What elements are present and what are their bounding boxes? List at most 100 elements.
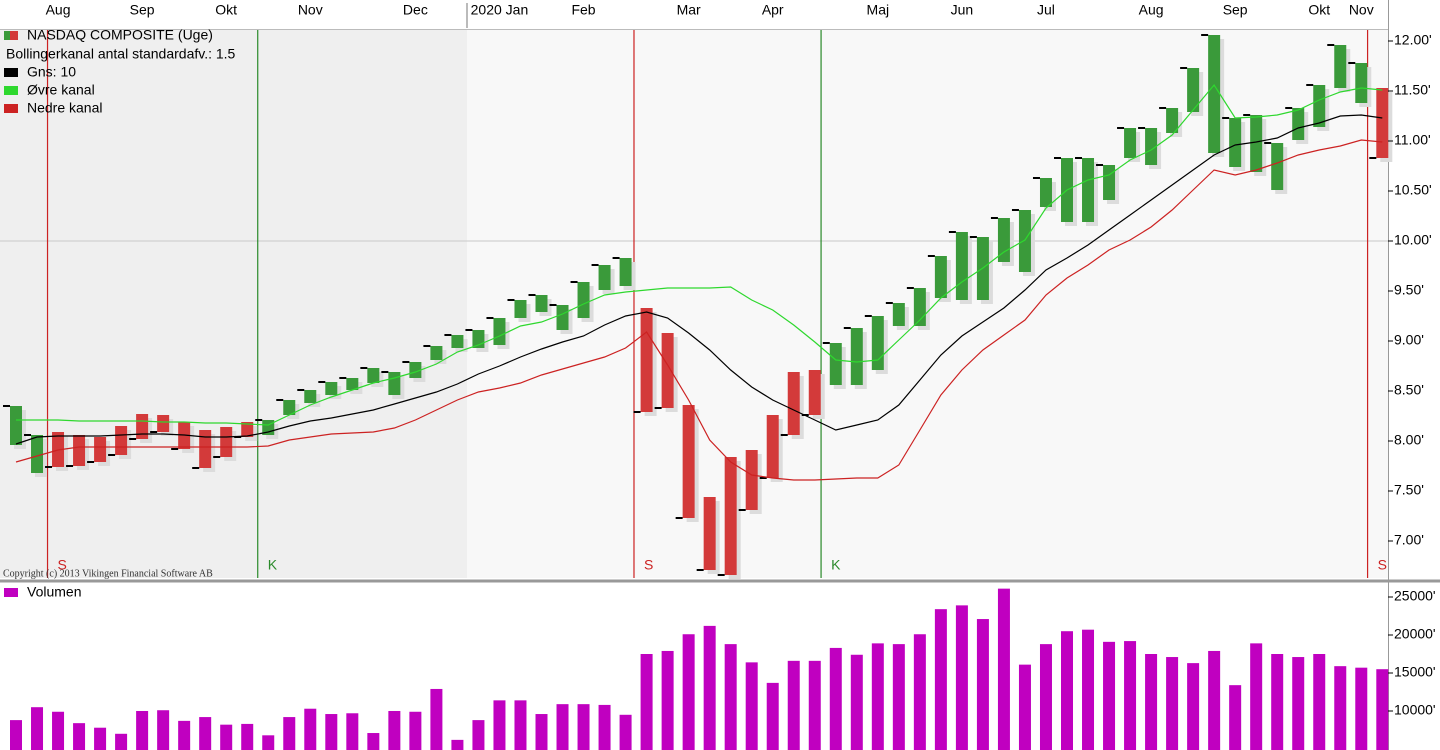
volume-bar bbox=[976, 619, 989, 750]
volume-bar bbox=[1039, 644, 1052, 750]
volume-bar bbox=[766, 682, 779, 750]
price-bar bbox=[598, 265, 611, 290]
volume-bar bbox=[787, 660, 800, 750]
price-bar bbox=[157, 415, 170, 432]
volume-bar bbox=[703, 625, 716, 750]
volume-bar bbox=[1271, 653, 1284, 750]
band-line bbox=[15, 114, 1383, 445]
volume-bar bbox=[850, 654, 863, 750]
volume-bar bbox=[598, 704, 611, 750]
volume-bar bbox=[262, 735, 275, 750]
price-bar bbox=[724, 457, 737, 575]
price-bar bbox=[1271, 143, 1284, 190]
volume-bar bbox=[829, 647, 842, 750]
volume-bar bbox=[724, 644, 737, 750]
price-bar bbox=[346, 378, 359, 390]
y-tick-label: 7.50' bbox=[1394, 482, 1424, 498]
price-bar bbox=[1313, 85, 1326, 127]
legend-swatch bbox=[4, 588, 18, 597]
x-tick-label: Nov bbox=[298, 2, 323, 18]
legend-title: NASDAQ COMPOSITE (Uge) bbox=[27, 27, 213, 43]
volume-bar bbox=[514, 700, 527, 750]
y-tick-label: 15000' bbox=[1394, 664, 1436, 680]
price-bar bbox=[493, 318, 506, 345]
signal-label: S bbox=[644, 557, 653, 573]
volume-bar bbox=[472, 720, 485, 750]
volume-bar bbox=[640, 653, 653, 750]
volume-bar bbox=[913, 634, 926, 750]
volume-bar bbox=[388, 710, 401, 750]
price-bar bbox=[1039, 178, 1052, 207]
x-tick-label: Aug bbox=[1139, 2, 1164, 18]
band-line bbox=[16, 83, 1383, 426]
volume-bar bbox=[1292, 657, 1305, 750]
volume-bar bbox=[451, 739, 464, 750]
band-line bbox=[15, 139, 1383, 481]
volume-bar bbox=[220, 724, 233, 750]
x-tick-label: Sep bbox=[130, 2, 155, 18]
volume-bar bbox=[283, 717, 296, 750]
price-bar bbox=[1229, 118, 1242, 167]
volume-bar bbox=[1250, 643, 1263, 750]
price-bar bbox=[535, 295, 548, 312]
volume-bar bbox=[367, 733, 380, 750]
volume-bar bbox=[1061, 631, 1073, 750]
price-bar bbox=[430, 346, 443, 360]
price-bar bbox=[73, 435, 86, 466]
price-bar bbox=[745, 450, 758, 510]
volume-bar bbox=[934, 609, 947, 750]
price-bar bbox=[451, 335, 464, 348]
price-bar bbox=[94, 437, 107, 462]
volume-bar bbox=[1018, 664, 1031, 750]
volume-bar bbox=[346, 713, 359, 750]
y-tick-label: 10.50' bbox=[1394, 182, 1432, 198]
volume-bar bbox=[871, 643, 884, 750]
volume-bar bbox=[10, 720, 22, 750]
volume-bar bbox=[178, 720, 191, 750]
volume-bar bbox=[73, 723, 86, 750]
volume-bar bbox=[1166, 657, 1179, 750]
legend-label: Nedre kanal bbox=[27, 100, 103, 116]
legend-swatch bbox=[4, 86, 18, 95]
volume-bar bbox=[1334, 666, 1347, 750]
x-tick-label: Okt bbox=[215, 2, 237, 18]
price-bar bbox=[577, 282, 590, 318]
volume-bar bbox=[577, 704, 590, 750]
x-tick-label: Mar bbox=[677, 2, 701, 18]
price-bar bbox=[1355, 63, 1368, 103]
indicator-label: Bollingerkanal antal standardafv.: 1.5 bbox=[6, 46, 236, 62]
price-bar bbox=[31, 435, 44, 473]
price-bar bbox=[1334, 45, 1347, 88]
price-bar bbox=[682, 405, 695, 518]
price-bar bbox=[1292, 108, 1305, 140]
legend-swatch bbox=[4, 31, 10, 40]
volume-bar bbox=[682, 634, 695, 750]
volume-bar bbox=[1355, 667, 1368, 750]
volume-bar bbox=[409, 711, 422, 750]
price-bar bbox=[325, 382, 338, 395]
legend-label: Øvre kanal bbox=[27, 82, 95, 98]
x-tick-label: Okt bbox=[1308, 2, 1330, 18]
price-bar bbox=[1082, 158, 1095, 222]
volume-bar bbox=[52, 711, 65, 750]
legend-label: Gns: 10 bbox=[27, 64, 76, 80]
price-bar bbox=[1018, 210, 1031, 272]
price-bar bbox=[997, 218, 1010, 262]
signal-label: K bbox=[268, 557, 278, 573]
y-tick-label: 8.50' bbox=[1394, 382, 1424, 398]
x-tick-label: Sep bbox=[1223, 2, 1248, 18]
volume-bar bbox=[304, 708, 317, 750]
legend-label: Volumen bbox=[27, 584, 81, 600]
price-bar bbox=[703, 497, 716, 570]
price-bar bbox=[1103, 165, 1116, 200]
price-bar bbox=[1124, 128, 1137, 158]
price-bar bbox=[955, 232, 968, 300]
price-bar bbox=[934, 256, 947, 298]
x-tick-label: Nov bbox=[1349, 2, 1374, 18]
price-bar bbox=[640, 308, 653, 412]
price-bar bbox=[304, 390, 317, 403]
legend-swatch bbox=[4, 104, 18, 113]
price-bar bbox=[115, 426, 128, 455]
